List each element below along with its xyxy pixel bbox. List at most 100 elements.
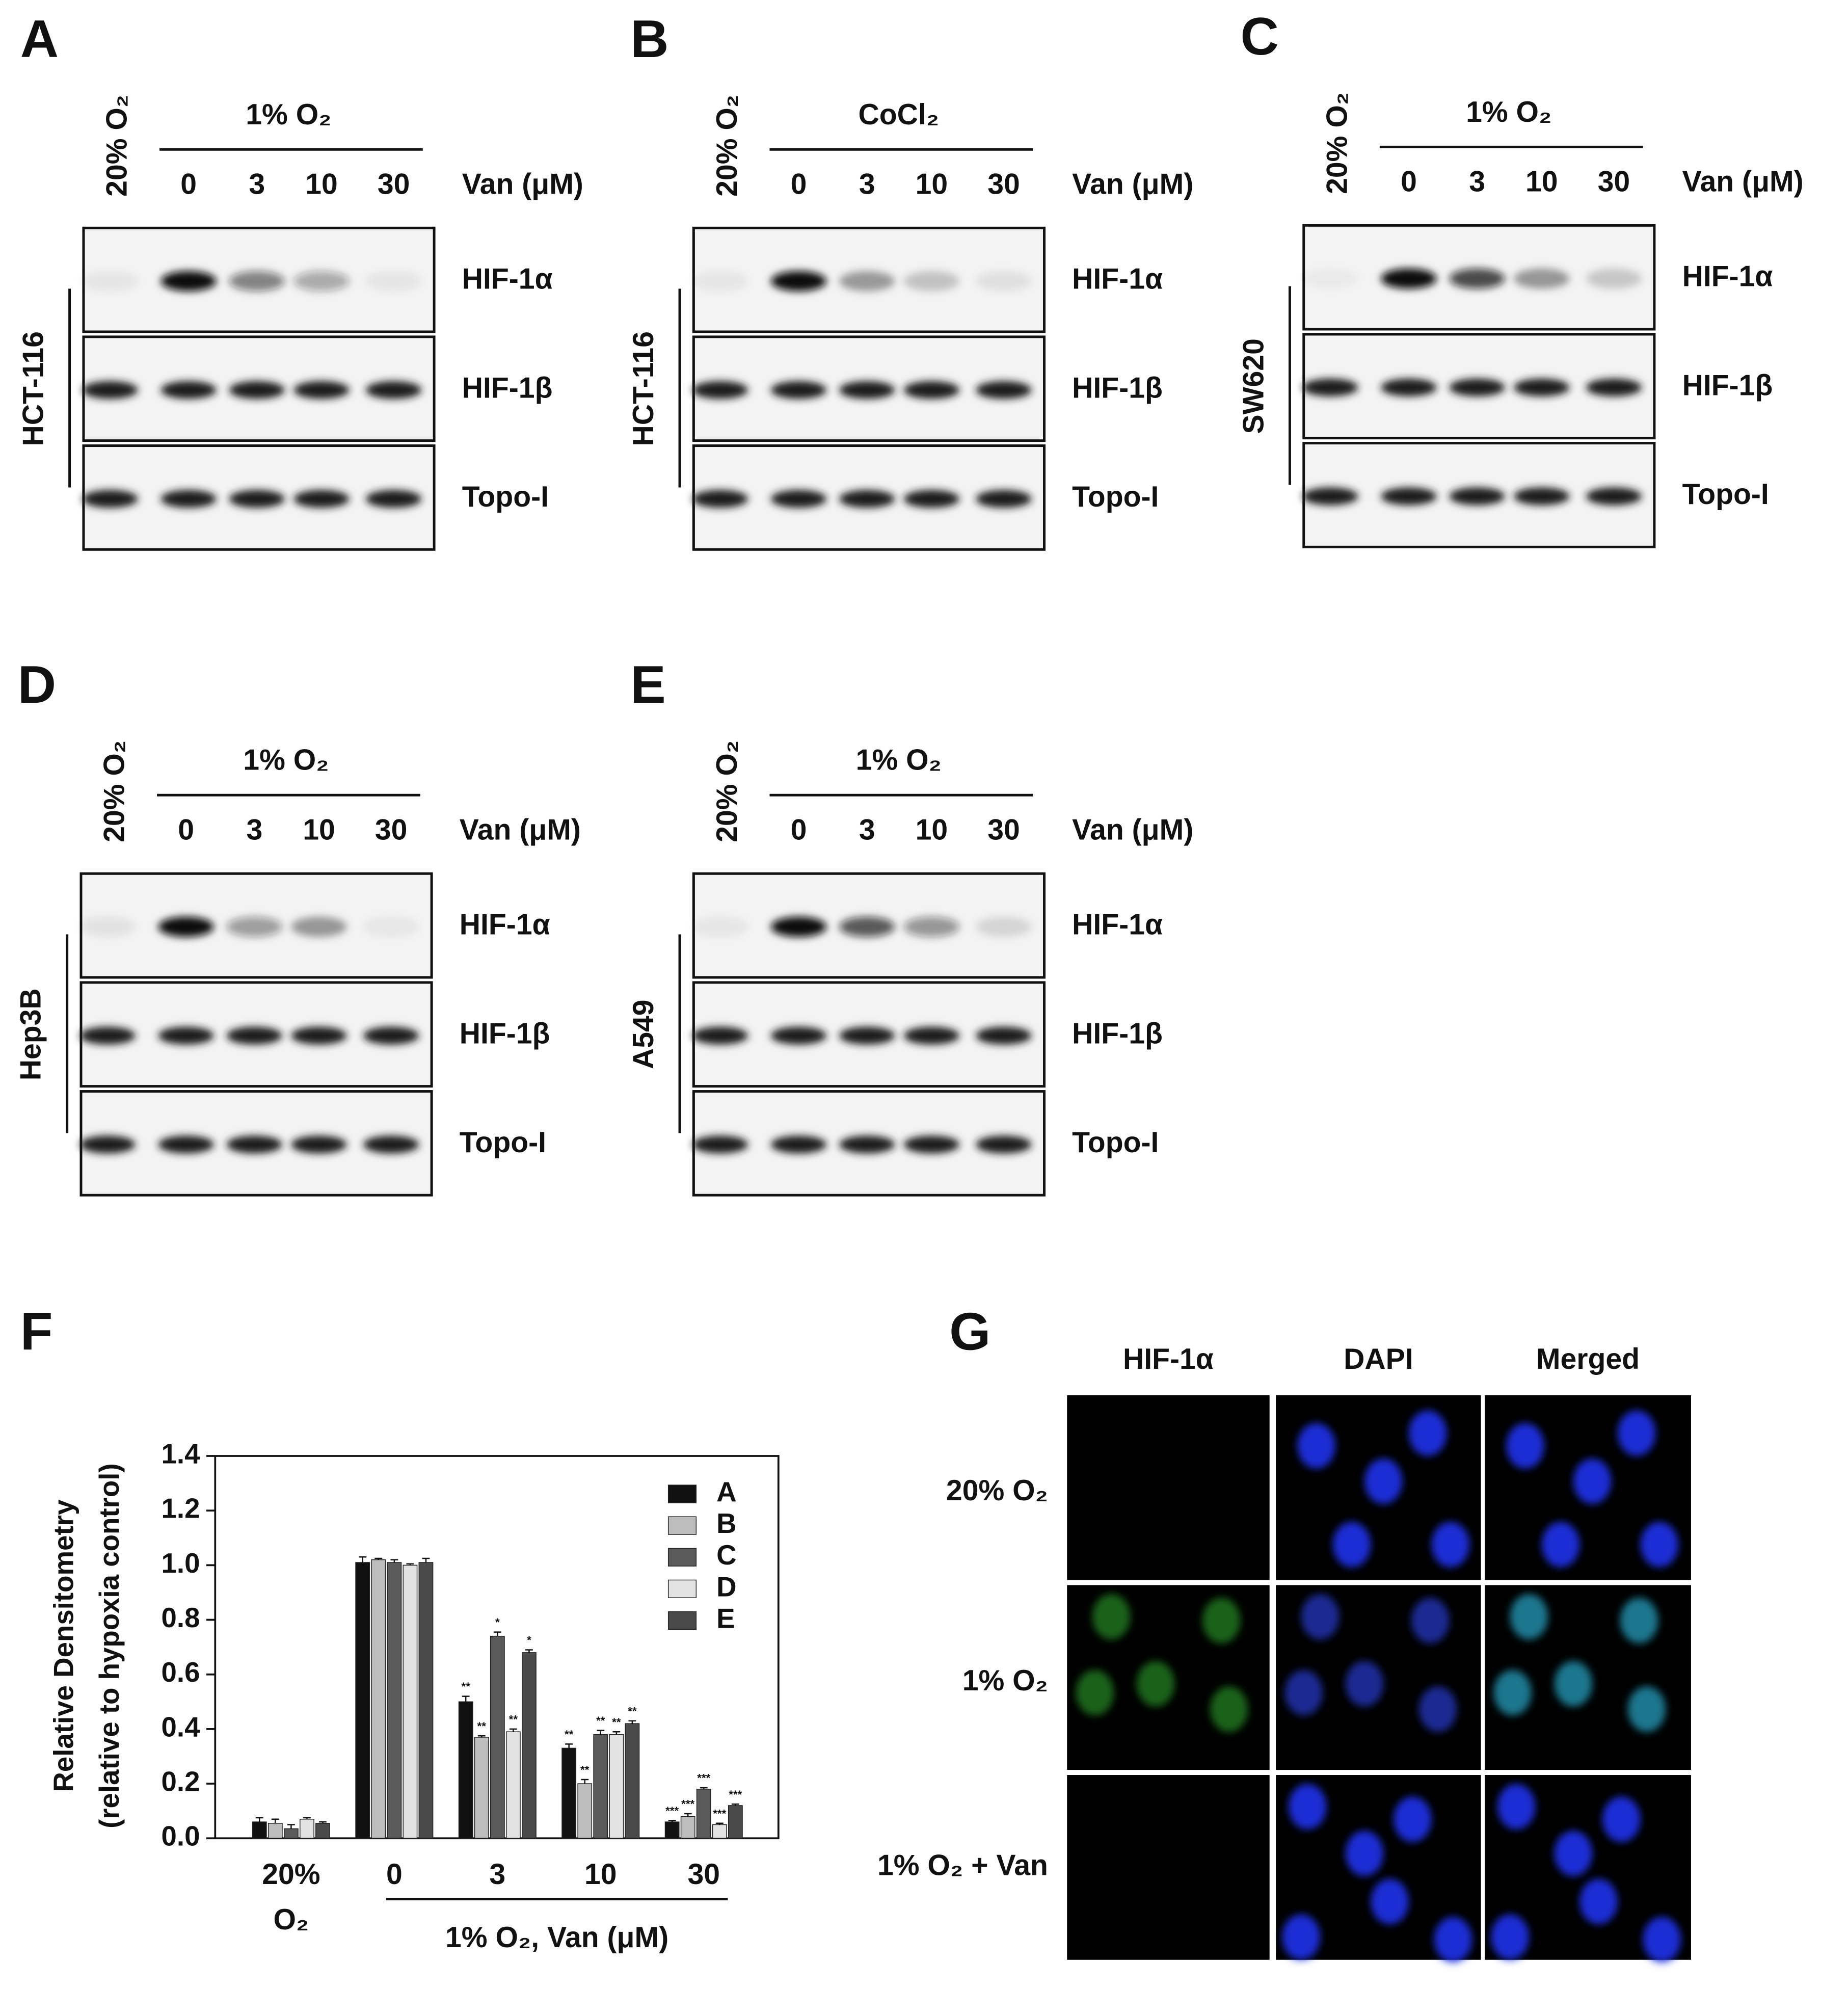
control-label: 20% O₂ xyxy=(101,95,133,197)
y-tick-label: 0.6 xyxy=(162,1657,200,1688)
band xyxy=(82,490,138,508)
cell-nucleus xyxy=(1092,1594,1131,1640)
legend-swatch xyxy=(667,1579,697,1598)
significance: ** xyxy=(612,1716,621,1729)
hif1a-band xyxy=(1381,268,1437,289)
protein-label: HIF-1β xyxy=(460,1017,550,1050)
band xyxy=(839,1135,895,1154)
dose-unit: Van (μM) xyxy=(1682,165,1804,198)
cell-nucleus xyxy=(1579,1878,1618,1925)
column-header: DAPI xyxy=(1344,1343,1413,1375)
band xyxy=(79,1026,136,1045)
cell-nucleus xyxy=(1076,1669,1114,1716)
protein-label: Topo-I xyxy=(1072,1126,1159,1159)
band xyxy=(1302,378,1358,396)
error-bar xyxy=(422,1557,430,1563)
bar xyxy=(315,1823,330,1839)
band xyxy=(839,381,895,399)
bar xyxy=(252,1821,267,1839)
dose-label: 3 xyxy=(1469,165,1485,198)
band xyxy=(1586,487,1642,506)
band xyxy=(692,1135,748,1154)
error-bar xyxy=(390,1559,398,1563)
band xyxy=(976,490,1032,508)
band xyxy=(770,1135,827,1154)
error-bar xyxy=(255,1817,263,1822)
dose-label: 10 xyxy=(1525,165,1558,198)
bar xyxy=(505,1731,521,1839)
x-tick-label: 20% O₂ xyxy=(262,1858,320,1936)
y-tick-label: 0.4 xyxy=(162,1711,201,1742)
cell-nucleus xyxy=(1431,1522,1470,1568)
row-label: 1% O₂ + Van xyxy=(877,1849,1048,1881)
hif1a-band xyxy=(1514,268,1570,289)
cell-nucleus xyxy=(1288,1784,1327,1829)
dose-label: 30 xyxy=(987,813,1020,846)
legend-swatch xyxy=(667,1484,697,1503)
hif1a-band xyxy=(229,271,285,291)
error-bar xyxy=(359,1556,367,1563)
dose-label: 10 xyxy=(303,813,335,846)
control-label: 20% O₂ xyxy=(1321,92,1353,194)
error-bar xyxy=(271,1818,279,1823)
panel-label: G xyxy=(949,1303,990,1362)
dose-label: 0 xyxy=(791,168,807,200)
cell-nucleus xyxy=(1136,1661,1175,1707)
band xyxy=(770,490,827,508)
protein-label: HIF-1β xyxy=(1682,369,1773,402)
error-bar xyxy=(597,1730,605,1735)
y-tick-label: 0.0 xyxy=(162,1821,200,1852)
error-bar xyxy=(668,1820,676,1822)
y-tick-label: 0.2 xyxy=(162,1766,200,1797)
cell-nucleus xyxy=(1202,1598,1241,1643)
cell-nucleus xyxy=(1491,1914,1529,1960)
protein-label: HIF-1β xyxy=(1072,372,1163,404)
significance: ** xyxy=(596,1714,605,1727)
significance: *** xyxy=(665,1805,679,1817)
panel-label: F xyxy=(20,1303,53,1362)
band xyxy=(363,1135,419,1154)
bar xyxy=(561,1747,577,1839)
dose-label: 30 xyxy=(987,168,1020,200)
bar xyxy=(300,1818,314,1839)
y-tick-label: 1.2 xyxy=(162,1493,200,1524)
bar xyxy=(696,1789,711,1839)
cell-nucleus xyxy=(1617,1410,1656,1456)
bar xyxy=(474,1737,489,1839)
protein-label: HIF-1α xyxy=(1072,909,1163,941)
cell-nucleus xyxy=(1643,1917,1681,1963)
bar xyxy=(522,1652,537,1839)
band xyxy=(160,490,217,508)
legend-swatch xyxy=(667,1516,697,1535)
cell-nucleus xyxy=(1345,1831,1384,1876)
cell-line: Hep3B xyxy=(15,988,47,1080)
dose-label: 0 xyxy=(1401,165,1417,198)
band xyxy=(839,1026,895,1045)
band xyxy=(158,1135,214,1154)
cell-nucleus xyxy=(1493,1669,1532,1716)
cell-nucleus xyxy=(1554,1831,1593,1876)
dose-label: 10 xyxy=(916,813,948,846)
error-bar xyxy=(581,1779,589,1784)
group-label: 1% O₂, Van (μM) xyxy=(445,1921,668,1954)
legend-label: B xyxy=(716,1508,736,1539)
band xyxy=(692,490,748,508)
legend-label: C xyxy=(716,1540,736,1571)
hif1a-band xyxy=(363,916,419,937)
dose-label: 30 xyxy=(1598,165,1630,198)
row-label: 1% O₂ xyxy=(962,1664,1048,1697)
error-bar xyxy=(525,1649,533,1653)
cell-nucleus xyxy=(1554,1661,1593,1707)
significance: *** xyxy=(697,1772,710,1785)
cell-nucleus xyxy=(1640,1522,1679,1568)
legend-label: D xyxy=(716,1571,736,1602)
y-tick-label: 1.0 xyxy=(162,1548,200,1579)
band xyxy=(976,1026,1032,1045)
micrograph xyxy=(1067,1775,1270,1960)
cell-nucleus xyxy=(1510,1594,1548,1640)
protein-label: HIF-1α xyxy=(460,909,550,941)
band xyxy=(770,381,827,399)
bar xyxy=(387,1562,402,1839)
significance: ** xyxy=(477,1720,487,1733)
